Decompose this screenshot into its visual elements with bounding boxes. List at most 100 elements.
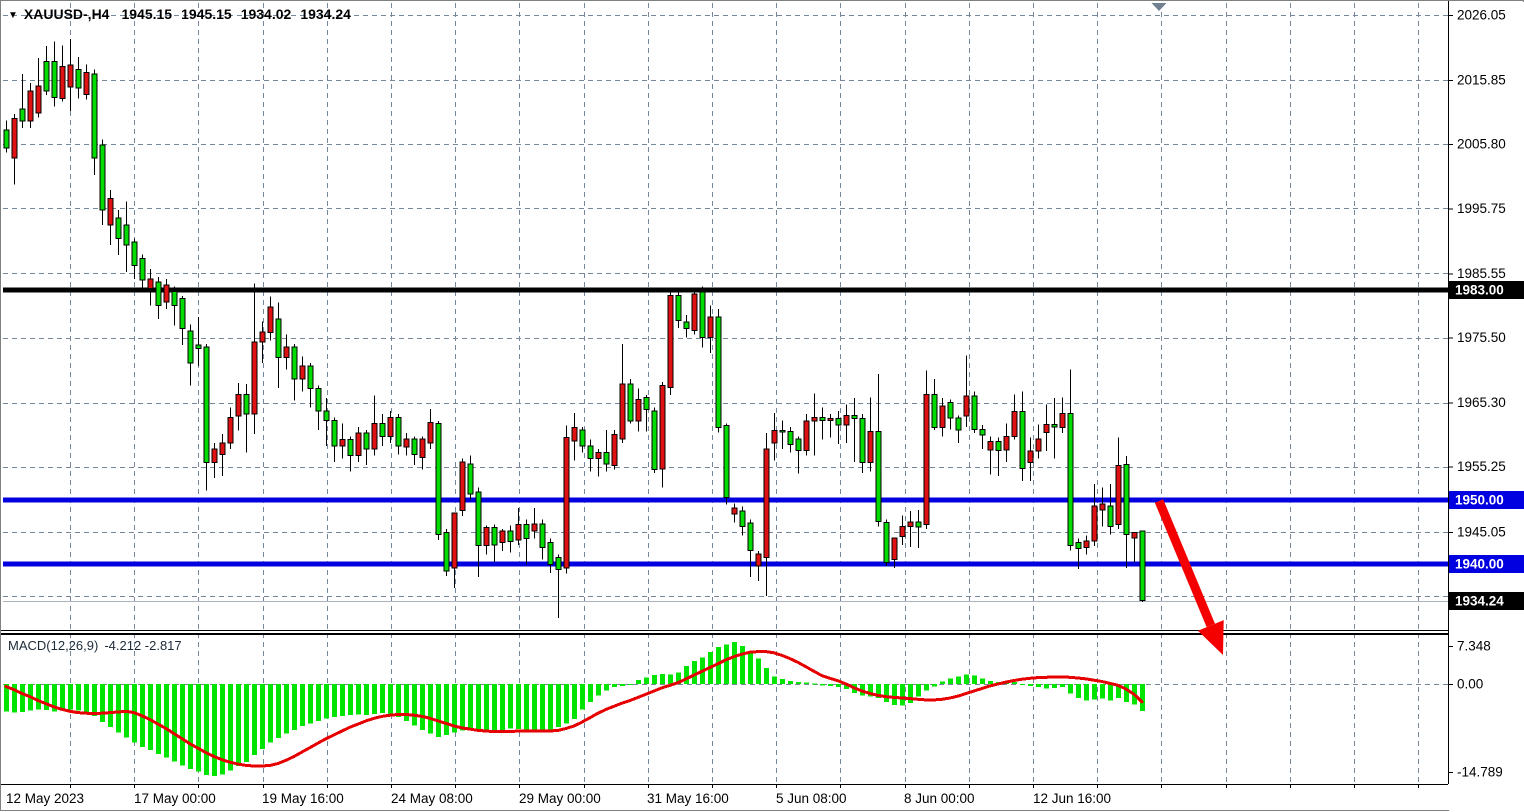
macd-histogram-bar (252, 684, 257, 756)
macd-histogram-bar (188, 684, 193, 770)
macd-histogram-bar (308, 684, 313, 724)
candle-body (635, 398, 642, 422)
candle-body (307, 365, 314, 390)
candle-body (1019, 411, 1026, 469)
candle-body (235, 393, 242, 417)
candle-body (587, 445, 594, 460)
macd-histogram-bar (364, 684, 369, 716)
candle-body (347, 439, 354, 457)
macd-histogram-bar (44, 684, 49, 711)
macd-histogram-bar (636, 680, 641, 684)
macd-histogram-bar (356, 684, 361, 715)
price-badge-bg (1449, 592, 1524, 610)
macd-histogram-bar (276, 684, 281, 739)
macd-histogram-bar (780, 678, 785, 684)
candle-body (155, 281, 162, 307)
macd-histogram-bar (532, 684, 537, 732)
macd-histogram-bar (1012, 682, 1017, 684)
candle-body (683, 321, 690, 330)
macd-histogram-bar (156, 684, 161, 754)
candle-body (131, 241, 138, 266)
macd-histogram-bar (196, 684, 201, 772)
candle-body (899, 525, 906, 538)
macd-histogram-bar (772, 676, 777, 684)
candle-body (171, 291, 178, 307)
price-badge-bg (1449, 491, 1524, 509)
trend-arrow[interactable] (1154, 499, 1224, 655)
macd-histogram-bar (844, 684, 849, 690)
macd-histogram-bar (908, 684, 913, 704)
candle-body (995, 441, 1002, 451)
macd-histogram-bar (1140, 684, 1145, 711)
macd-histogram-bar (788, 680, 793, 684)
candle-body (435, 423, 442, 536)
macd-histogram-bar (956, 676, 961, 684)
macd-histogram-bar (980, 678, 985, 684)
macd-histogram-bar (924, 684, 929, 691)
macd-histogram-bar (1084, 684, 1089, 701)
candle-body (51, 60, 58, 99)
macd-histogram-bar (204, 684, 209, 775)
pane-separator[interactable] (1, 630, 1448, 635)
candle-body (203, 346, 210, 464)
candle-body (1003, 435, 1010, 451)
macd-histogram-bar (556, 684, 561, 728)
macd-histogram-bar (164, 684, 169, 758)
macd-histogram-bar (876, 684, 881, 698)
time-axis-label: 5 Jun 08:00 (776, 791, 847, 806)
candle-body (699, 291, 706, 339)
candle-body (955, 417, 962, 431)
candle-body (403, 438, 410, 448)
macd-histogram-bar (404, 684, 409, 721)
macd-histogram-bar (716, 647, 721, 684)
candle-body (139, 257, 146, 281)
candle-body (659, 384, 666, 470)
candle-body (1131, 532, 1138, 539)
macd-histogram-bar (92, 684, 97, 716)
macd-histogram-bar (60, 684, 65, 711)
macd-histogram-bar (764, 668, 769, 684)
macd-histogram-bar (436, 684, 441, 737)
price-axis-label: 1985.55 (1457, 266, 1506, 281)
candle-body (75, 69, 82, 89)
candle-body (987, 441, 994, 451)
candle-body (91, 73, 98, 159)
macd-values: -4.212 -2.817 (104, 638, 182, 653)
macd-histogram-bar (916, 684, 921, 697)
macd-histogram-bar (292, 684, 297, 730)
price-badge-bg (1449, 281, 1524, 299)
ohlc-high: 1945.15 (181, 6, 232, 22)
candle-body (819, 416, 826, 421)
macd-histogram-bar (1108, 684, 1113, 701)
candle-body (1107, 505, 1114, 527)
macd-histogram-bar (940, 681, 945, 684)
candle-body (259, 331, 266, 343)
macd-histogram-bar (676, 672, 681, 684)
candle-body (739, 510, 746, 527)
candle-body (779, 430, 786, 433)
candle-body (875, 430, 882, 522)
macd-histogram-bar (180, 684, 185, 766)
candle-body (243, 393, 250, 415)
candle-body (811, 416, 818, 422)
candle-body (1075, 541, 1082, 550)
candle-body (747, 522, 754, 552)
candle-body (147, 278, 154, 289)
macd-histogram-bar (1028, 684, 1033, 686)
symbol-dropdown-icon[interactable]: ▼ (8, 10, 18, 21)
macd-histogram-bar (396, 684, 401, 718)
price-axis-label: 2005.80 (1457, 137, 1506, 152)
candle-body (915, 521, 922, 528)
macd-histogram-bar (4, 684, 9, 712)
macd-histogram-bar (660, 673, 665, 684)
macd-histogram-bar (452, 684, 457, 733)
macd-histogram-bar (172, 684, 177, 762)
candle-body (467, 463, 474, 495)
candle-body (419, 438, 426, 458)
price-axis-area (1449, 2, 1524, 811)
macd-histogram-bar (268, 684, 273, 743)
macd-histogram-bar (932, 684, 937, 687)
macd-histogram-bar (36, 684, 41, 710)
